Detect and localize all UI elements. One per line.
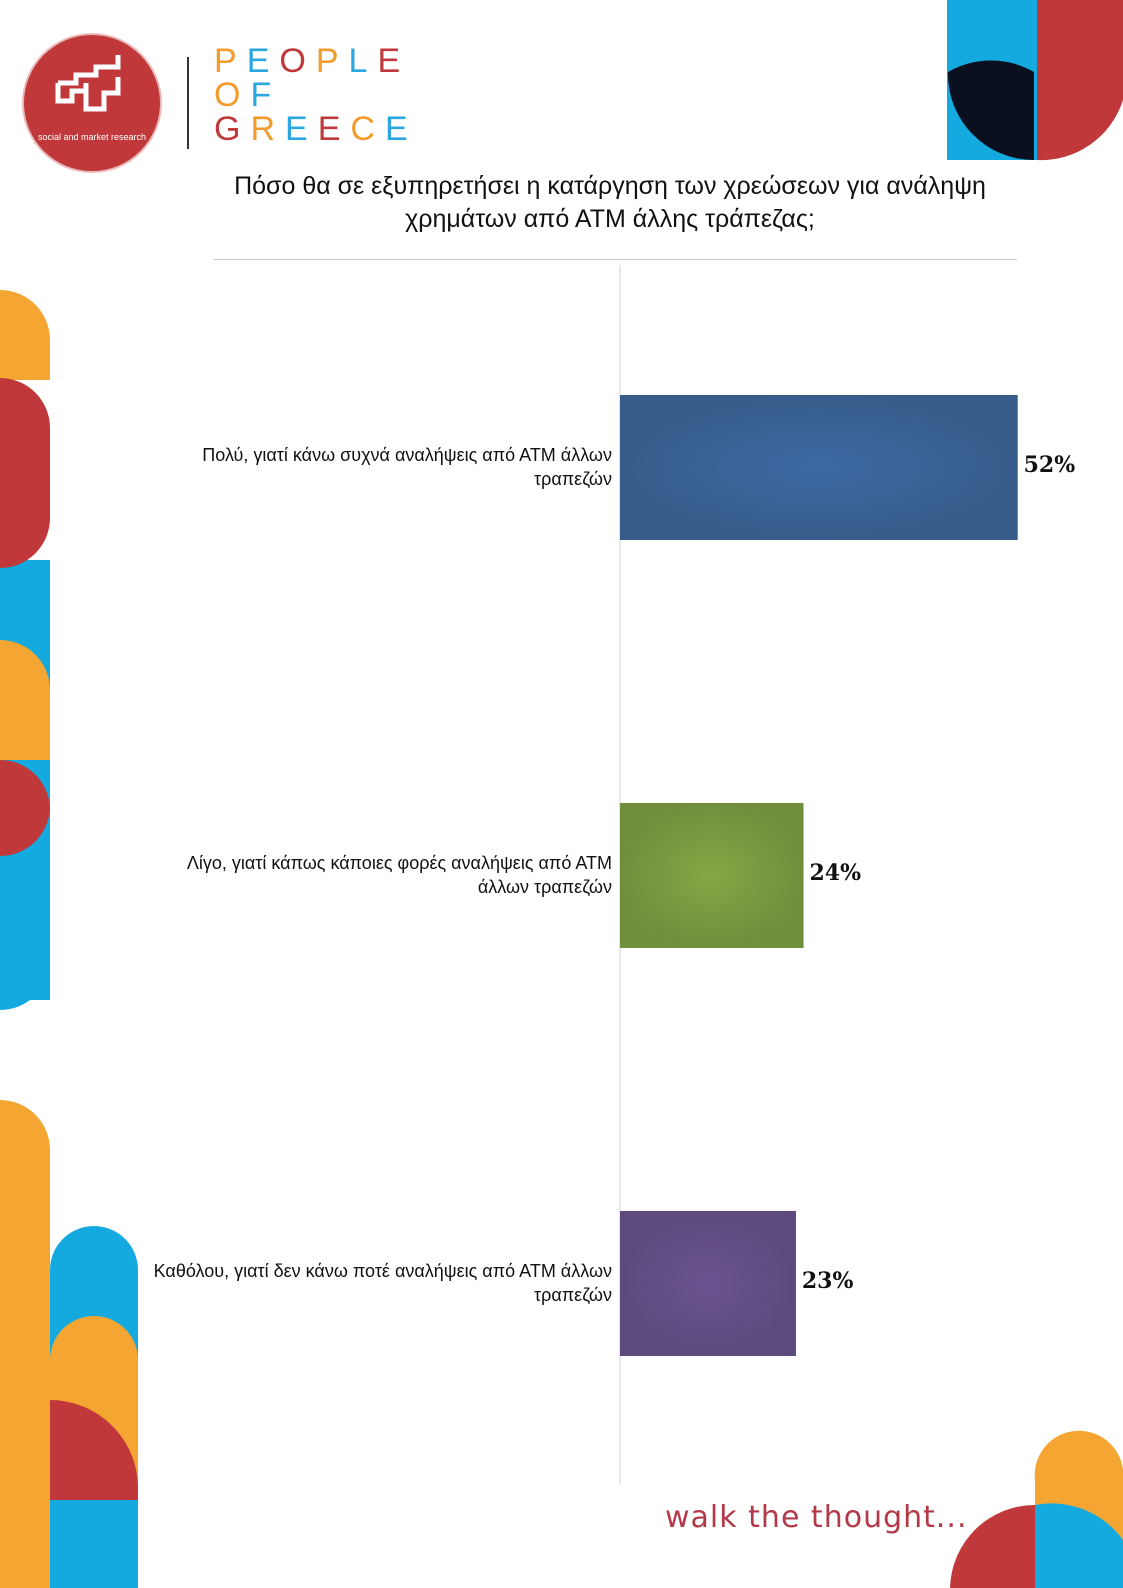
logo-divider bbox=[187, 57, 189, 149]
bar-3 bbox=[620, 1211, 796, 1356]
chart-title: Πόσο θα σε εξυπηρετήσει η κατάργηση των … bbox=[234, 172, 986, 233]
deco-left-red-1 bbox=[0, 378, 50, 568]
logo-tagline: social and market research bbox=[37, 132, 147, 142]
deco-left-orange-top bbox=[0, 290, 50, 380]
category-label-3: Καθόλου, γιατί δεν κάνω ποτέ αναλήψεις α… bbox=[153, 1260, 612, 1305]
deco-left-blue-end bbox=[0, 960, 50, 1010]
value-label-2: 24% bbox=[809, 859, 862, 886]
value-label-1: 52% bbox=[1023, 451, 1076, 478]
bar-2 bbox=[620, 803, 804, 948]
value-label-3: 23% bbox=[801, 1267, 854, 1294]
brand-line-2: OF bbox=[214, 76, 282, 114]
brand-line-3: GREECE bbox=[214, 110, 418, 148]
deco-left-red-2 bbox=[0, 760, 50, 856]
deco-bl-red bbox=[50, 1400, 138, 1500]
bar-1 bbox=[620, 395, 1018, 540]
deco-red-halfcircle bbox=[1037, 0, 1123, 161]
deco-br-red bbox=[950, 1505, 1035, 1588]
deco-br-blue bbox=[1035, 1503, 1123, 1588]
deco-navy-teardrop bbox=[947, 60, 1034, 160]
company-logo: social and market research bbox=[24, 35, 160, 171]
deco-bl-orange-3 bbox=[0, 1400, 50, 1588]
footer-slogan: walk the thought... bbox=[665, 1500, 968, 1535]
title-divider bbox=[214, 259, 1017, 260]
brand-line-1: PEOPLE bbox=[214, 42, 411, 80]
deco-left-orange-mid bbox=[0, 640, 50, 760]
category-label-2: Λίγο, γιατί κάπως κάποιες φορές αναλήψει… bbox=[186, 852, 612, 897]
logo-mark-icon bbox=[55, 55, 121, 112]
category-label-1: Πολύ, γιατί κάνω συχνά αναλήψεις από ΑΤΜ… bbox=[202, 444, 612, 489]
